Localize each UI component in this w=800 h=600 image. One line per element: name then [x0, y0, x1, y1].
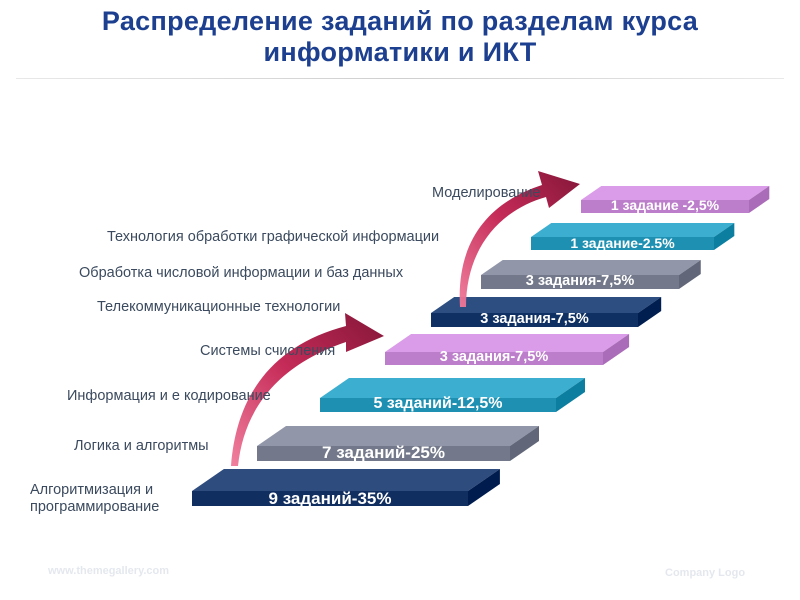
- section-label-3: Информация и е кодирование: [67, 388, 271, 404]
- step-side-face: [603, 334, 630, 365]
- section-label-1: Алгоритмизация и программирование: [30, 482, 159, 516]
- step-top-face: [531, 223, 735, 237]
- step-label-3: 5 заданий-12,5%: [373, 395, 503, 412]
- footer-company-logo: Company Logo: [665, 567, 746, 579]
- step-front-face: [481, 275, 679, 289]
- step-top-face: [257, 426, 539, 446]
- curved-arrow-lower: [231, 313, 384, 466]
- step-side-face: [638, 297, 662, 327]
- step-label-8: 1 задание -2,5%: [610, 197, 720, 213]
- section-label-4: Системы счисления: [200, 343, 336, 359]
- step-top-face: [431, 297, 662, 313]
- step-top-face: [192, 469, 500, 491]
- section-label-2: Логика и алгоритмы: [74, 438, 209, 454]
- step-top-face: [320, 378, 585, 398]
- step-front-face: [192, 491, 468, 506]
- step-side-face: [679, 260, 701, 289]
- step-front-face: [431, 313, 638, 327]
- footer-website: www.themegallery.com: [48, 565, 170, 577]
- section-label-1-line-1: Алгоритмизация и: [30, 482, 154, 498]
- step-front-face: [257, 446, 510, 461]
- step-label-1: 9 заданий-35%: [268, 489, 392, 508]
- step-side-face: [468, 469, 500, 506]
- step-top-face: [581, 186, 770, 200]
- step-label-6: 3 задания-7,5%: [525, 273, 635, 289]
- arrows-group: [231, 171, 580, 466]
- title-divider: [16, 78, 784, 79]
- step-front-face: [385, 352, 603, 365]
- title-line-1: Распределение заданий по разделам курса: [101, 6, 699, 36]
- section-label-1-line-2: программирование: [30, 499, 160, 515]
- step-side-face: [556, 378, 585, 412]
- step-front-face: [320, 398, 556, 412]
- section-label-8: Моделирование: [432, 185, 541, 201]
- step-label-2: 7 заданий-25%: [322, 443, 445, 462]
- page-title: Распределение заданий по разделам курса …: [0, 6, 800, 68]
- step-label-5: 3 задания-7,5%: [480, 311, 589, 327]
- step-side-face: [749, 186, 770, 213]
- step-side-face: [510, 426, 539, 461]
- title-line-2: информатики и ИКТ: [263, 37, 537, 67]
- step-top-face: [481, 260, 701, 275]
- step-top-face: [385, 334, 630, 352]
- step-label-4: 3 задания-7,5%: [439, 349, 549, 365]
- curved-arrow-upper: [459, 171, 580, 307]
- section-label-7: Технология обработки графической информа…: [107, 229, 440, 245]
- step-label-7: 1 задание-2.5%: [570, 235, 675, 251]
- section-label-5: Телекоммуникационные технологии: [97, 299, 341, 315]
- step-front-face: [581, 200, 749, 213]
- step-front-face: [531, 237, 714, 250]
- steps-group: [192, 186, 770, 506]
- step-side-face: [714, 223, 735, 250]
- section-label-6: Обработка числовой информации и баз данн…: [79, 265, 404, 281]
